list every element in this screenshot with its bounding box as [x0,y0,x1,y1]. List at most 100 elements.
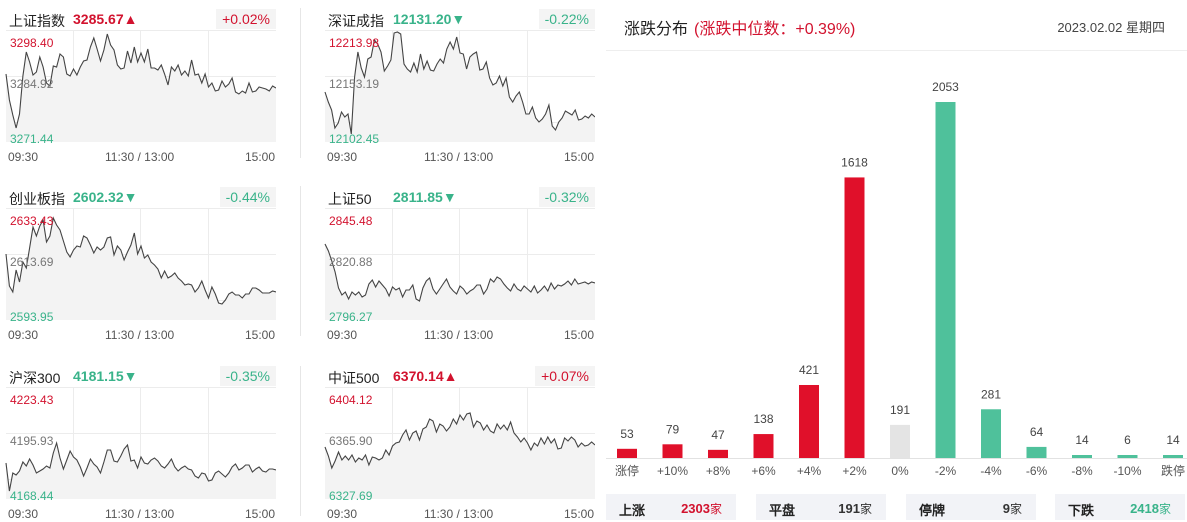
index-high-label: 12213.98 [329,36,380,50]
distribution-bar[interactable] [753,434,774,458]
summary-count: 2303 [681,501,710,516]
x-tick-label: 09:30 [8,150,39,164]
x-tick-label: 09:30 [327,150,358,164]
index-name: 深证成指 [328,13,384,29]
index-panel[interactable]: 上证50 2811.85▼ -0.32% 2845.48 2820.88 2796.27 0… [319,178,595,348]
bar-category-label: +4% [797,464,822,478]
summary-count: 2418 [1130,501,1159,516]
x-tick-label: 15:00 [245,507,276,521]
bar-category-label: 涨停 [615,463,639,478]
index-name: 中证500 [328,370,380,386]
index-header: 创业板指 2602.32▼ -0.44% [0,186,276,208]
index-name: 沪深300 [9,370,61,386]
summary-box: 停牌 9家 [906,494,1036,520]
index-series-line [324,243,595,302]
index-change: -0.22% [538,9,595,29]
x-tick-label: 09:30 [8,328,39,342]
summary-unit: 家 [1009,502,1022,516]
index-value: 2602.32▼ [73,189,138,205]
index-header: 沪深300 4181.15▼ -0.35% [0,365,276,387]
bar-value-label: 6 [1124,433,1131,447]
distribution-bar[interactable] [1072,455,1092,458]
index-line-chart [324,30,595,142]
column-divider [300,366,301,516]
distribution-bar[interactable] [1026,446,1047,458]
distribution-bar[interactable] [890,424,910,458]
distribution-bar[interactable] [981,409,1001,458]
bar-value-label: 64 [1030,425,1044,439]
distribution-bar[interactable] [662,444,683,458]
distribution-median: (涨跌中位数：+0.39%) [694,21,856,38]
index-name: 上证50 [328,191,372,207]
index-low-label: 6327.69 [329,489,373,503]
x-tick-label: 09:30 [8,507,39,521]
distribution-bar[interactable] [844,177,865,458]
summary-value: 2418家 [1130,500,1171,517]
summary-unit: 家 [1158,502,1171,516]
x-tick-label: 15:00 [564,507,595,521]
bar-value-label: 281 [981,387,1001,401]
index-mid-label: 2820.88 [329,255,373,269]
distribution-bar[interactable] [935,102,956,458]
index-high-label: 3298.40 [10,36,54,50]
distribution-bar[interactable] [1163,455,1183,458]
index-area [325,244,595,320]
x-tick-label: 11:30 / 13:00 [105,328,175,342]
summary-value: 191家 [838,500,872,517]
index-area [6,34,276,142]
index-change: +0.07% [535,366,595,386]
divider [606,50,1187,51]
summary-count: 191 [838,501,860,516]
index-mid-label: 3284.92 [10,77,54,91]
summary-label: 平盘 [769,503,796,518]
bar-value-label: 53 [620,427,634,441]
bar-category-label: 跌停 [1161,463,1185,478]
x-tick-label: 15:00 [245,328,276,342]
column-divider [300,186,301,336]
summary-box: 上涨 2303家 [606,494,736,520]
bar-value-label: 138 [753,412,773,426]
index-line-chart [5,30,276,142]
distribution-bar[interactable] [708,449,728,458]
index-panel[interactable]: 创业板指 2602.32▼ -0.44% 2633.43 2613.69 2593.95 0… [0,178,276,348]
distribution-bar-chart: 53 涨停 79 +10% 47 +8% 138 +6% 421 +4% 1618 +2% 191 0% 2… [606,80,1187,478]
index-high-label: 6404.12 [329,393,373,407]
index-panel[interactable]: 上证指数 3285.67▲ +0.02% 3298.40 3284.92 3271.44 0… [0,0,276,170]
bar-category-label: -8% [1071,464,1093,478]
bar-category-label: +2% [842,464,867,478]
x-tick-label: 15:00 [564,328,595,342]
index-area [6,218,276,320]
index-change: -0.32% [538,187,595,207]
x-tick-label: 11:30 / 13:00 [424,507,494,521]
bar-value-label: 191 [890,403,910,417]
index-change: -0.44% [219,187,276,207]
index-panel[interactable]: 中证500 6370.14▲ +0.07% 6404.12 6365.90 6327.69… [319,357,595,522]
index-high-label: 2633.43 [10,214,54,228]
index-series-line [324,31,595,135]
x-tick-label: 11:30 / 13:00 [424,150,494,164]
index-mid-label: 6365.90 [329,434,373,448]
summary-unit: 家 [859,502,872,516]
bar-value-label: 2053 [932,80,959,94]
index-series-line [324,412,595,470]
distribution-date: 2023.02.02 星期四 [1057,20,1165,35]
index-series-line [5,440,276,492]
index-panel[interactable]: 沪深300 4181.15▼ -0.35% 4223.43 4195.93 4168.44… [0,357,276,522]
index-value: 3285.67▲ [73,11,138,27]
x-tick-label: 15:00 [245,150,276,164]
distribution-bar[interactable] [617,448,637,458]
summary-box: 平盘 191家 [756,494,886,520]
x-tick-label: 09:30 [327,328,358,342]
distribution-bar[interactable] [799,384,819,458]
index-line-chart [5,387,276,499]
index-chart: 6404.12 6365.90 6327.69 09:30 11:30 / 13:00 1… [319,387,595,522]
index-chart: 2845.48 2820.88 2796.27 09:30 11:30 / 13:00 1… [319,208,595,348]
distribution-bar[interactable] [1117,455,1138,458]
index-name: 上证指数 [9,13,65,29]
summary-label: 下跌 [1068,503,1095,518]
index-line-chart [324,208,595,320]
x-tick-label: 11:30 / 13:00 [105,150,175,164]
index-panel[interactable]: 深证成指 12131.20▼ -0.22% 12213.98 12153.19 12102… [319,0,595,170]
x-tick-label: 09:30 [327,507,358,521]
index-chart: 3298.40 3284.92 3271.44 09:30 11:30 / 13:00 1… [0,30,276,170]
